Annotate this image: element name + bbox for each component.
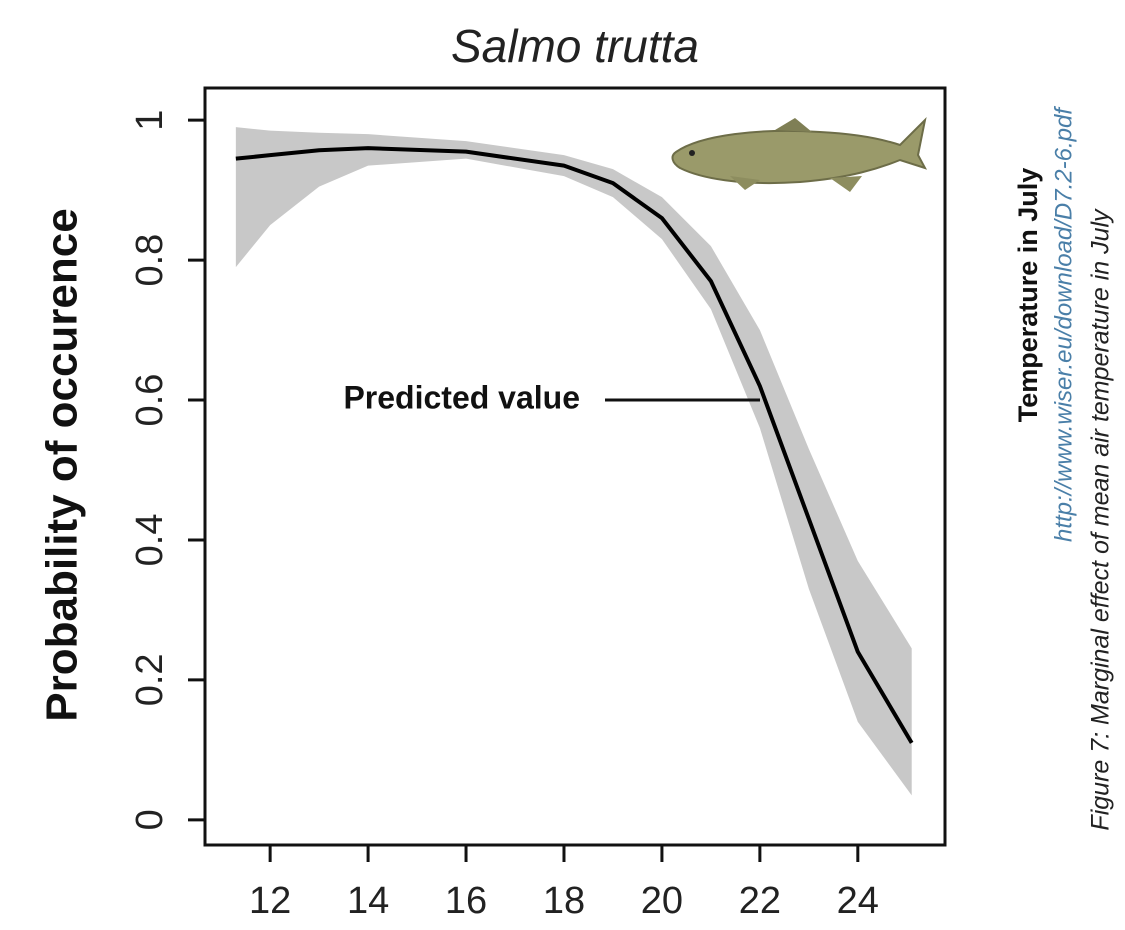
y-tick-label-group: 1 [129,110,171,131]
y-tick-label-group: 0.8 [129,234,171,287]
x-tick-label: 12 [249,880,291,922]
predicted-line [235,146,914,744]
y-tick-label: 0.4 [129,514,171,567]
y-tick-label-group: 0.6 [129,374,171,427]
side-heading-text: Temperature in July [1013,168,1043,423]
x-tick-label: 24 [837,880,879,922]
side-caption: Figure 7: Marginal effect of mean air te… [1087,208,1115,831]
plot-frame [203,86,947,847]
y-tick-label: 0.8 [129,234,171,287]
confidence-band [235,127,912,796]
side-url: http://www.wiser.eu/download/D7.2-6.pdf [1050,106,1077,542]
annotation: Predicted value [343,379,580,415]
x-tick-label: 18 [543,880,585,922]
y-tick-label: 0.6 [129,374,171,427]
chart-title: Salmo trutta [451,20,699,72]
y-tick-label: 0.2 [129,653,171,706]
x-tick-label: 16 [445,880,487,922]
y-tick-label-group: 0.2 [129,653,171,706]
x-tick-label: 20 [641,880,683,922]
y-tick-label: 0 [129,809,171,830]
side-heading: Temperature in July [1013,168,1043,423]
side-caption-text: Figure 7: Marginal effect of mean air te… [1087,208,1115,831]
y-axis-label: Probability of occurence [38,208,87,721]
fish-image [671,116,928,192]
y-tick-label-group: 0.4 [129,514,171,567]
y-tick-label: 1 [129,110,171,131]
x-tick-label: 14 [347,880,389,922]
side-url-text[interactable]: http://www.wiser.eu/download/D7.2-6.pdf [1050,106,1077,542]
y-tick-label-group: 0 [129,809,171,830]
x-tick-label: 22 [739,880,781,922]
